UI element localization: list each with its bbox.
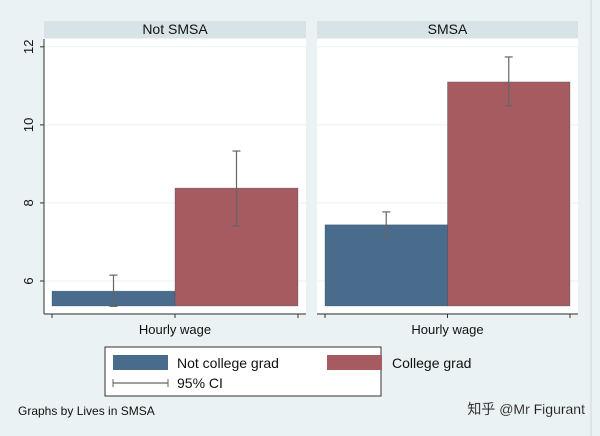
panel-title: Not SMSA <box>142 21 208 37</box>
legend-label: College grad <box>392 355 471 371</box>
y-tick-label: 12 <box>21 40 36 54</box>
y-tick-label: 8 <box>21 199 36 206</box>
y-tick-label: 6 <box>21 277 36 284</box>
bar <box>324 224 448 307</box>
panel-title-strip <box>44 21 306 38</box>
graph-note: Graphs by Lives in SMSA <box>18 404 155 418</box>
legend-swatch-not-college <box>113 355 168 370</box>
legend-label: 95% CI <box>177 375 223 391</box>
bar <box>447 81 571 307</box>
x-axis-label: Hourly wage <box>411 322 483 337</box>
watermark: 知乎 @Mr Figurant <box>467 401 585 417</box>
x-axis-label: Hourly wage <box>139 322 211 337</box>
y-tick-label: 10 <box>21 118 36 132</box>
legend-label: Not college grad <box>177 355 279 371</box>
panel-title-strip <box>317 21 578 38</box>
panel-title: SMSA <box>428 21 468 37</box>
legend-swatch-college <box>327 355 382 370</box>
